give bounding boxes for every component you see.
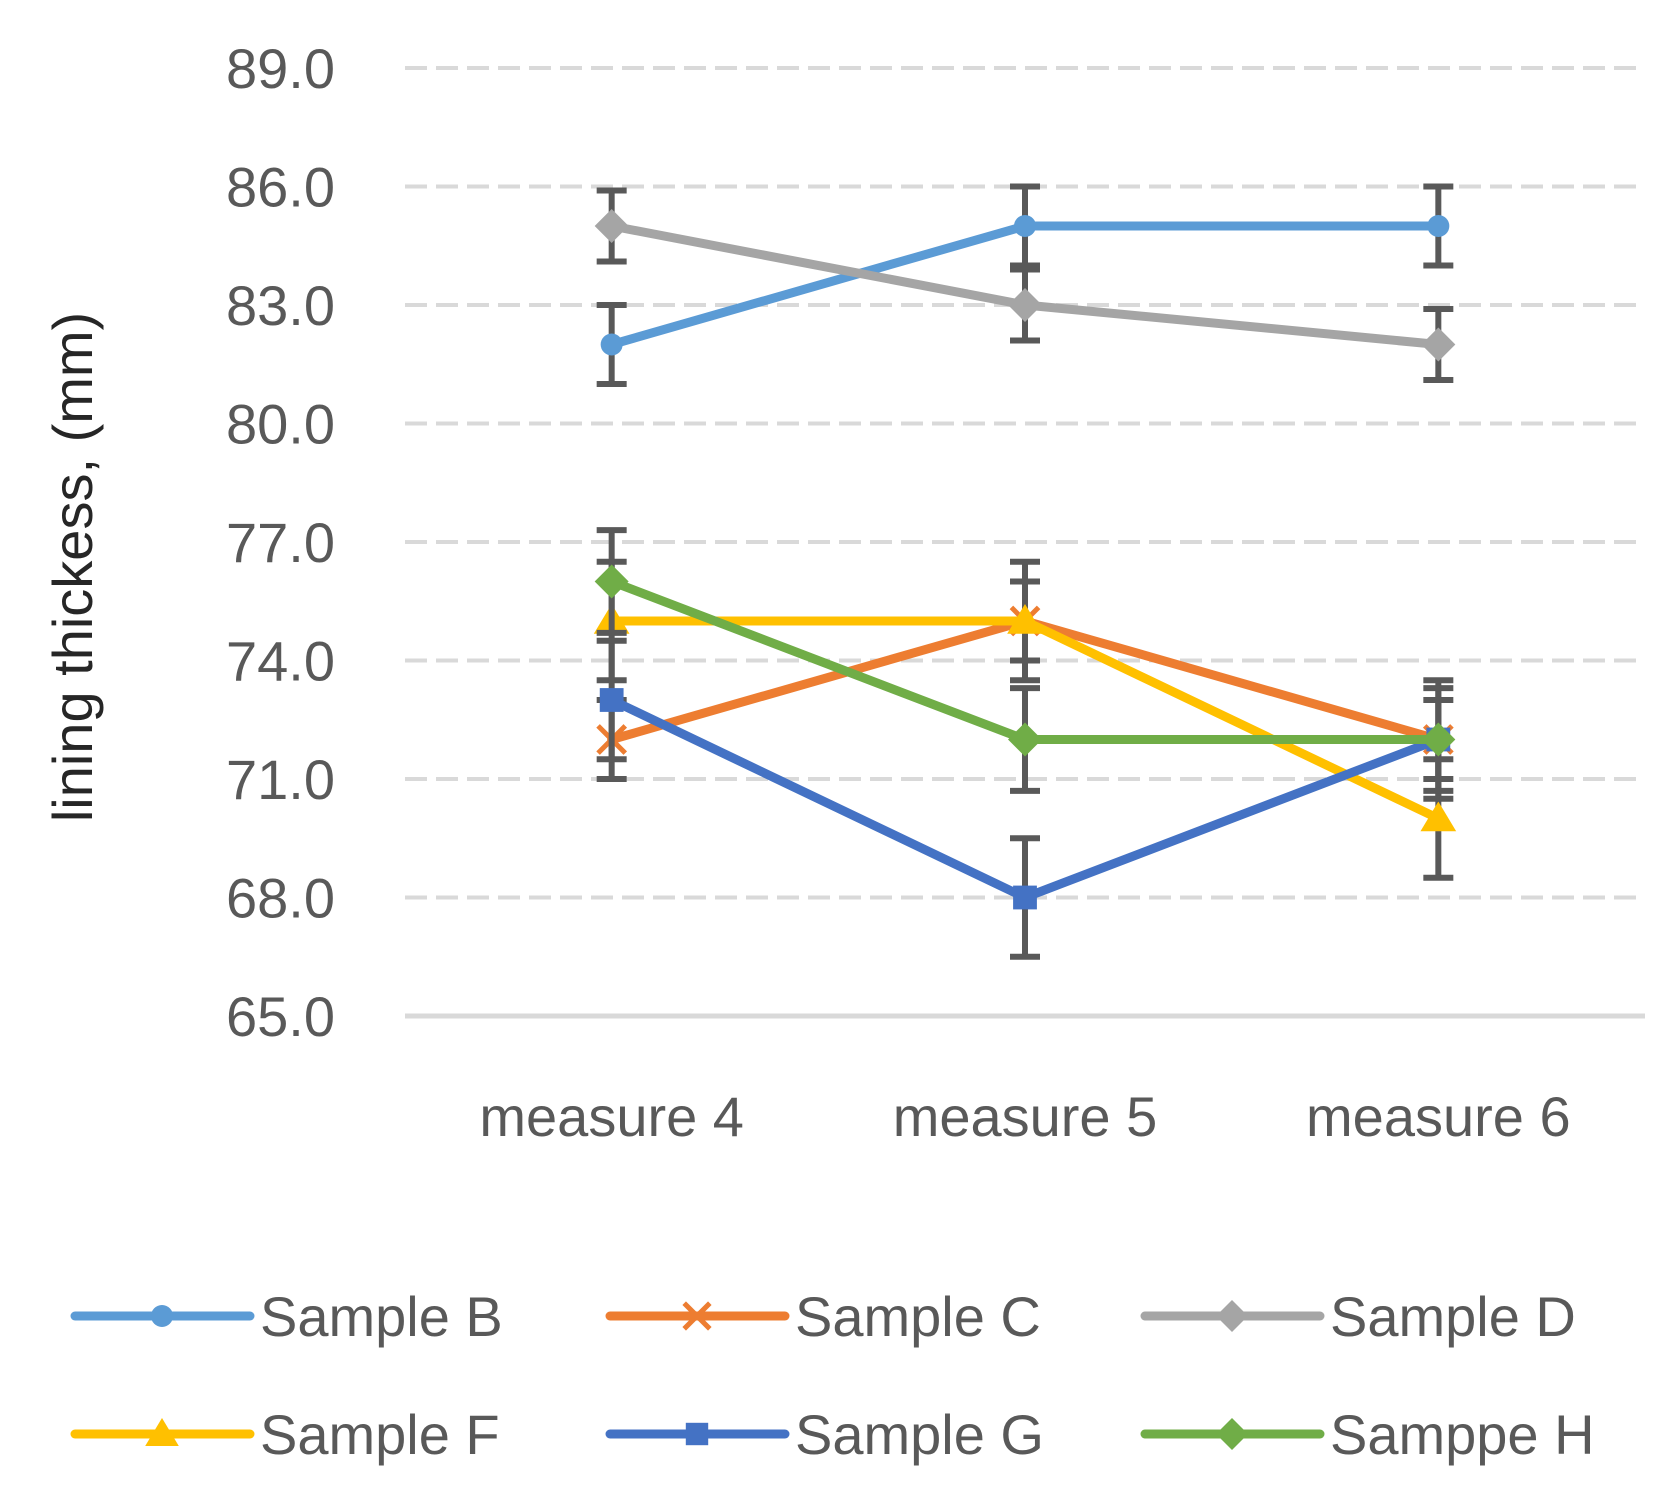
legend-item: Sample D (1140, 1285, 1576, 1348)
y-tick-label: 71.0 (226, 748, 335, 811)
y-tick-label: 68.0 (226, 867, 335, 930)
y-tick-label: 77.0 (226, 511, 335, 574)
series-sample-b (596, 183, 1454, 387)
data-point (1420, 801, 1457, 832)
data-point (594, 209, 629, 243)
legend-label: Sample F (260, 1403, 500, 1466)
y-tick-label: 83.0 (226, 274, 335, 337)
series-layer (593, 183, 1457, 960)
y-axis-title: lining thickess, (mm) (41, 312, 104, 822)
series-samppe-h (594, 527, 1456, 794)
legend-swatch-marker (685, 1422, 709, 1446)
legend-label: Samppe H (1330, 1403, 1595, 1466)
series-sample-g (596, 637, 1454, 960)
legend-swatch-marker (682, 1301, 712, 1331)
legend-item: Sample F (70, 1403, 500, 1466)
data-point (1008, 288, 1042, 322)
y-tick-label: 65.0 (226, 985, 335, 1048)
data-point (594, 564, 629, 599)
legend-label: Sample G (795, 1403, 1044, 1466)
legend-swatch-marker (1216, 1300, 1248, 1332)
data-point (1421, 722, 1456, 757)
y-axis-ticks: 65.0 68.0 71.0 74.0 77.0 80.0 83.0 86.0 89.0 (226, 37, 335, 1048)
data-point (1008, 722, 1042, 757)
data-point (1014, 215, 1036, 237)
data-point (1421, 327, 1456, 362)
legend-item: Sample B (70, 1285, 503, 1348)
data-point (1427, 215, 1450, 237)
data-point (1013, 885, 1037, 910)
y-tick-label: 80.0 (226, 393, 335, 456)
legend-label: Sample B (260, 1285, 503, 1348)
legend-swatch-marker (1216, 1418, 1248, 1450)
x-tick-label: measure 5 (893, 1085, 1158, 1148)
data-point (600, 333, 623, 356)
y-tick-label: 74.0 (226, 630, 335, 693)
data-point (1007, 604, 1043, 634)
legend-swatch-marker (151, 1305, 173, 1327)
legend-swatch-marker (145, 1418, 179, 1446)
legend-label: Sample D (1330, 1285, 1576, 1348)
y-tick-label: 89.0 (226, 37, 335, 100)
data-point (599, 688, 624, 712)
legend: Sample B Sample C Sample D Sample F Sample G… (70, 1285, 1595, 1466)
legend-item: Samppe H (1140, 1403, 1595, 1466)
legend-label: Sample C (795, 1285, 1041, 1348)
series-sample-d (594, 187, 1456, 384)
x-tick-label: measure 4 (479, 1085, 744, 1148)
x-axis-ticks: measure 4 measure 5 measure 6 (479, 1085, 1570, 1148)
legend-item: Sample G (605, 1403, 1044, 1466)
x-tick-label: measure 6 (1306, 1085, 1571, 1148)
legend-item: Sample C (605, 1285, 1041, 1348)
y-tick-label: 86.0 (226, 156, 335, 219)
